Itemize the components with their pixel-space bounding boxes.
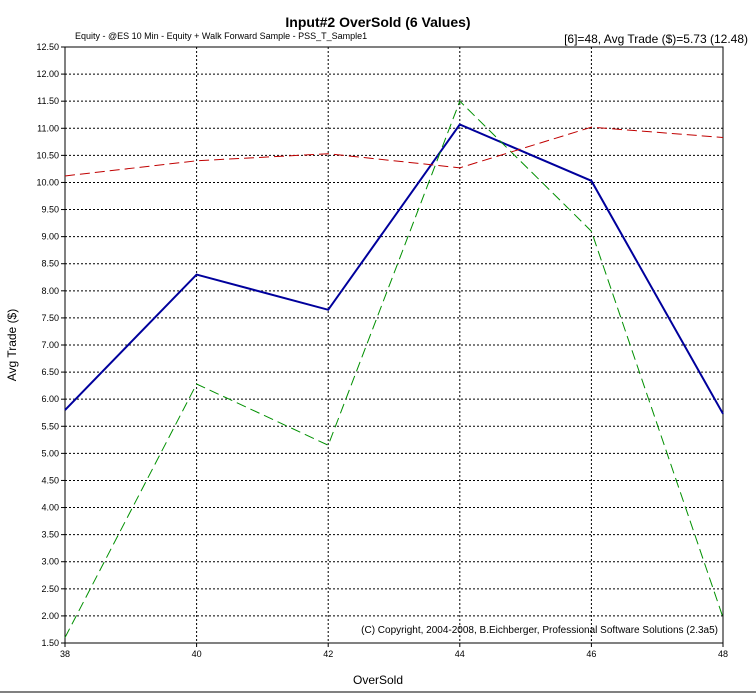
chart-title: Input#2 OverSold (6 Values) <box>285 14 471 30</box>
y-tick-label: 11.00 <box>37 123 59 133</box>
y-tick-label: 8.50 <box>41 259 59 269</box>
y-tick-label: 12.00 <box>36 69 59 79</box>
y-tick-label: 12.50 <box>36 42 59 52</box>
series-line-1 <box>64 123 724 415</box>
y-tick-label: 3.50 <box>41 530 59 540</box>
y-tick-label: 2.50 <box>41 584 59 594</box>
y-tick-label: 10.00 <box>36 177 59 187</box>
copyright-note: (C) Copyright, 2004-2008, B.Eichberger, … <box>361 625 718 636</box>
y-tick-label: 9.50 <box>41 205 59 215</box>
y-tick-label: 5.00 <box>41 448 59 458</box>
x-tick-label: 38 <box>60 649 70 659</box>
y-tick-label: 7.00 <box>41 340 59 350</box>
y-tick-label: 8.00 <box>41 286 59 296</box>
stat-readout: [6]=48, Avg Trade ($)=5.73 (12.48) <box>564 32 748 46</box>
y-tick-label: 9.00 <box>41 232 59 242</box>
x-tick-label: 48 <box>718 649 728 659</box>
y-tick-label: 3.00 <box>41 557 59 567</box>
y-tick-label: 5.50 <box>41 421 59 431</box>
series-line-2 <box>64 100 724 638</box>
y-tick-label: 2.00 <box>41 611 59 621</box>
x-tick-label: 46 <box>586 649 596 659</box>
y-tick-label: 7.50 <box>41 313 59 323</box>
y-tick-label: 10.50 <box>36 150 59 160</box>
y-tick-label: 6.00 <box>41 394 59 404</box>
y-tick-label: 4.00 <box>41 503 59 513</box>
y-tick-label: 11.50 <box>37 96 59 106</box>
y-tick-label: 6.50 <box>41 367 59 377</box>
series-line-3 <box>64 126 724 177</box>
y-tick-label: 1.50 <box>41 638 59 648</box>
x-axis-label: OverSold <box>352 673 404 687</box>
x-tick-label: 42 <box>323 649 333 659</box>
chart-subtitle: Equity - @ES 10 Min - Equity + Walk Forw… <box>75 31 368 41</box>
y-tick-label: 4.50 <box>41 475 59 485</box>
x-tick-label: 44 <box>455 649 465 659</box>
x-tick-label: 40 <box>192 649 202 659</box>
